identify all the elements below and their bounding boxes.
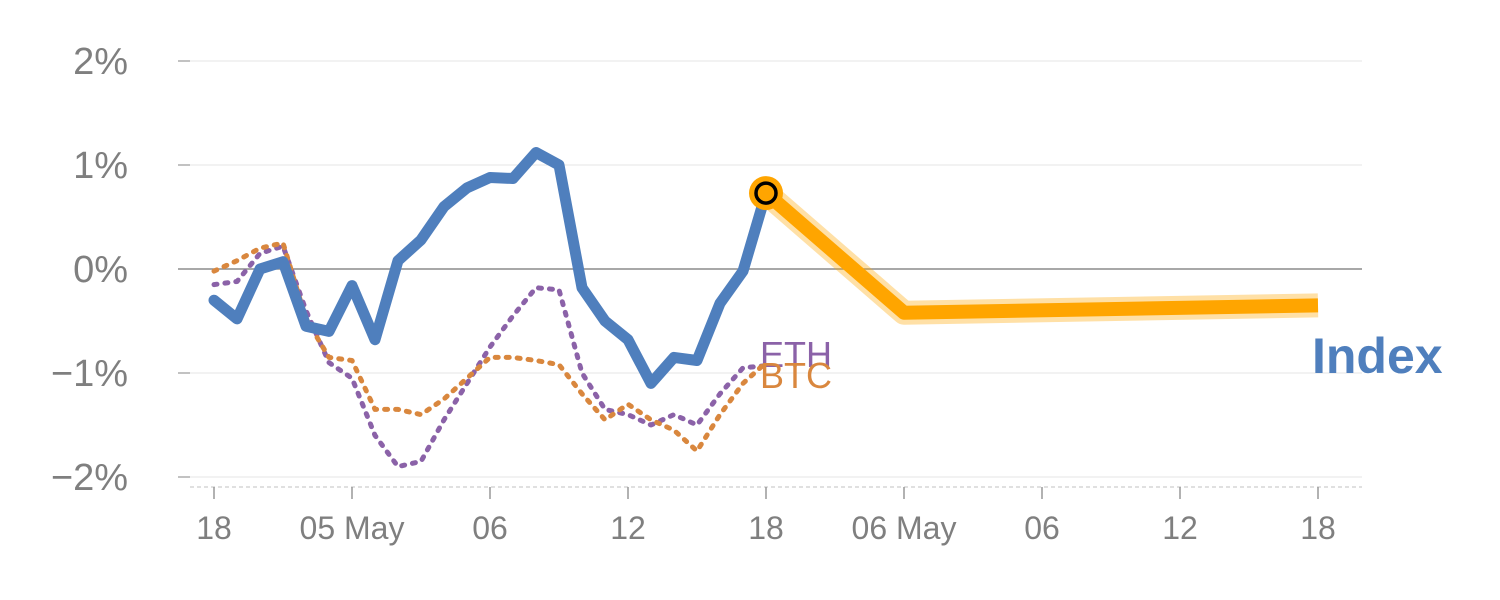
y-tick-label: 2% xyxy=(73,41,128,83)
y-tick-label: −2% xyxy=(51,457,128,499)
x-tick-label: 06 May xyxy=(852,510,957,546)
x-tick-label: 18 xyxy=(748,510,784,546)
series-line-index xyxy=(208,147,772,389)
y-tick-label: 1% xyxy=(73,145,128,187)
grid-lines xyxy=(178,60,1362,478)
y-tick-label: −1% xyxy=(51,353,128,395)
series-labels: ETH BTC Index xyxy=(760,328,1443,396)
x-tick-label: 05 May xyxy=(300,510,405,546)
x-tick-label: 06 xyxy=(472,510,508,546)
y-tick-label: 0% xyxy=(73,249,128,291)
series-label-btc: BTC xyxy=(760,355,832,396)
x-tick-label: 12 xyxy=(1162,510,1198,546)
projection-marker-dot xyxy=(754,181,778,205)
x-tick-label: 18 xyxy=(196,510,232,546)
y-axis: 2% 1% 0% −1% −2% xyxy=(51,41,190,499)
projection-line-main xyxy=(761,187,1319,320)
projection-glow xyxy=(758,184,1319,325)
projection-line xyxy=(749,176,1319,325)
series-lines xyxy=(208,147,772,470)
x-tick-label: 12 xyxy=(610,510,646,546)
series-label-eth: ETH xyxy=(760,334,832,375)
series-label-index: Index xyxy=(1312,328,1443,384)
x-axis: 18 05 May 06 12 18 06 May 06 12 18 xyxy=(190,486,1362,546)
x-tick-label: 06 xyxy=(1024,510,1060,546)
x-tick-label: 18 xyxy=(1300,510,1336,546)
